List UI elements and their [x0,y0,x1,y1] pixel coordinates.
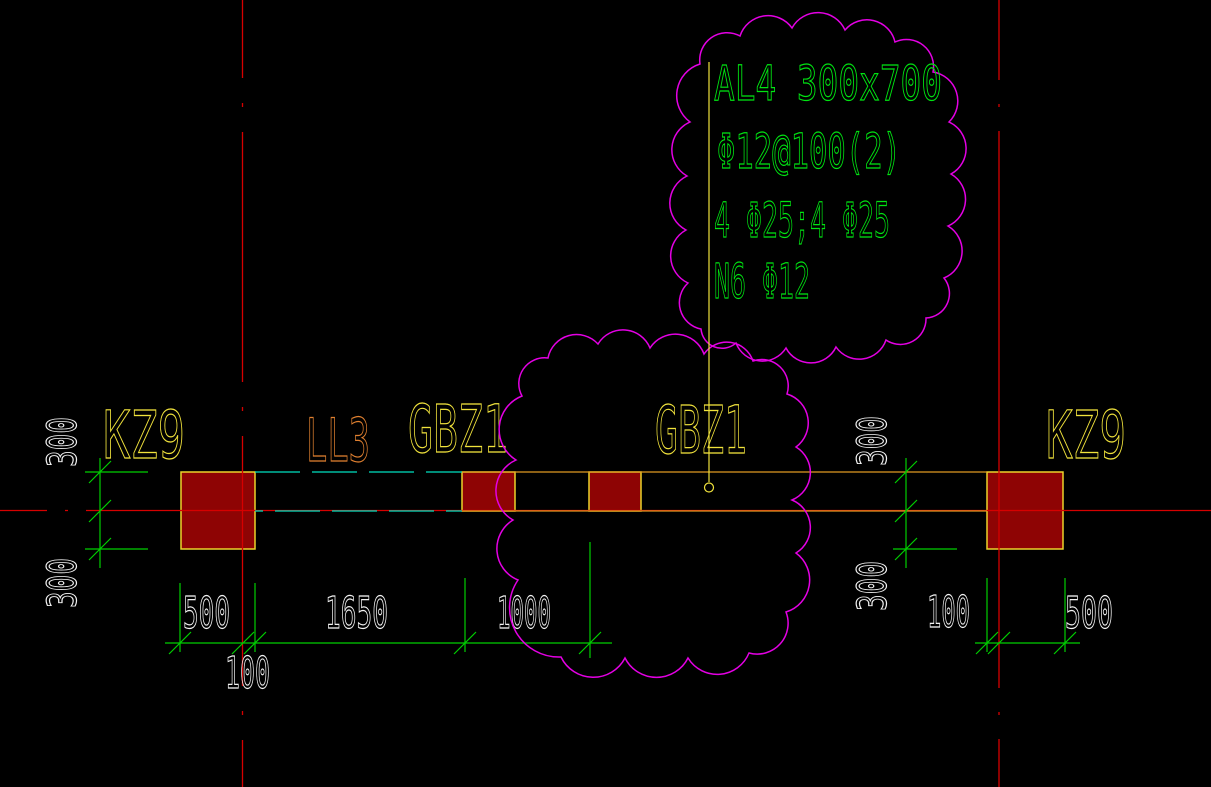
dim-value-500-left[interactable]: 500 [182,587,230,639]
label-kz9-left[interactable]: KZ9 [102,396,185,474]
annotation-main-bars[interactable]: 4 Φ25;4 Φ25 [713,192,890,249]
dim-value-300-left-upper[interactable]: 300 [39,416,86,467]
beam-annotation-block: AL4 300x700 Φ12@100(2) 4 Φ25;4 Φ25 N6 Φ1… [713,55,942,310]
dimension-tick-marks [88,460,1077,655]
beam-outlines [255,471,987,512]
dimension-extension-lines [85,471,1066,658]
member-labels: KZ9 LL3 GBZ1 GBZ1 KZ9 [102,390,1126,476]
dim-value-300-right-lower[interactable]: 300 [849,560,896,611]
leader-endpoint-circle [703,482,715,493]
dimension-values: 500 100 1650 1000 100 500 300 300 300 30… [39,415,1113,699]
annotation-beam-name-size[interactable]: AL4 300x700 [713,55,942,112]
dim-value-100-right[interactable]: 100 [926,586,970,638]
annotation-stirrups[interactable]: Φ12@100(2) [716,123,901,180]
annotation-side-bars[interactable]: N6 Φ12 [713,253,810,310]
dim-value-1650[interactable]: 1650 [324,587,388,639]
dim-value-500-right[interactable]: 500 [1064,587,1113,639]
boundary-element-gbz1-left[interactable] [461,471,516,512]
annotation-leader [703,62,715,493]
dimension-linework [85,458,1080,658]
label-kz9-right[interactable]: KZ9 [1045,396,1126,474]
label-gbz1-right[interactable]: GBZ1 [654,391,747,469]
revision-cloud-annotation[interactable] [669,11,967,364]
dim-value-300-right-upper[interactable]: 300 [849,415,896,466]
revision-cloud-beam-region[interactable] [495,329,812,679]
revision-clouds [495,11,967,679]
label-gbz1-left[interactable]: GBZ1 [407,390,508,468]
dim-value-100-left[interactable]: 100 [224,647,270,699]
label-ll3[interactable]: LL3 [305,405,370,476]
dim-value-1000[interactable]: 1000 [496,587,551,639]
boundary-element-gbz1-right[interactable] [588,471,642,512]
dim-value-300-left-lower[interactable]: 300 [39,557,86,608]
